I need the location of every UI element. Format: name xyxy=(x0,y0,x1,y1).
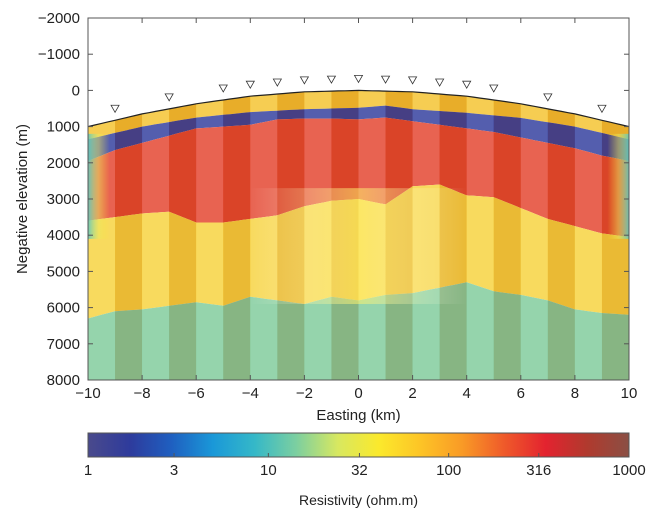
station-marker xyxy=(434,78,445,87)
y-tick-label: 6000 xyxy=(47,300,80,317)
station-marker xyxy=(407,76,418,85)
x-axis: −10 −8 −6 −4 −2 0 2 4 6 8 10 xyxy=(75,18,637,402)
colorbar-ticks: 1 3 10 32 100 316 1000 xyxy=(84,453,646,479)
station-marker xyxy=(597,104,607,114)
station-marker xyxy=(380,75,391,84)
y-axis: −2000 −1000 0 1000 2000 3000 4000 5000 6000 7000 8… xyxy=(38,10,629,389)
x-tick-label: 2 xyxy=(408,385,416,402)
y-tick-label: 5000 xyxy=(47,263,80,280)
colorbar-tick-label: 316 xyxy=(526,462,551,479)
x-tick-label: −6 xyxy=(188,385,205,402)
colorbar-label: Resistivity (ohm.m) xyxy=(299,492,418,508)
station-marker xyxy=(299,76,310,85)
station-marker xyxy=(245,80,255,89)
y-tick-label: 3000 xyxy=(47,191,80,208)
layer-basement xyxy=(88,282,629,380)
x-tick-label: −8 xyxy=(134,385,151,402)
colorbar-tick-label: 32 xyxy=(351,462,368,479)
y-tick-label: 2000 xyxy=(47,155,80,172)
layer-near-surface xyxy=(88,90,629,140)
station-marker xyxy=(353,75,364,84)
colorbar: 1 3 10 32 100 316 1000 Resistivity (ohm.m) xyxy=(84,432,646,508)
x-tick-label: −2 xyxy=(296,385,313,402)
station-marker xyxy=(489,84,499,93)
station-marker xyxy=(218,84,228,93)
colorbar-tick-label: 10 xyxy=(260,462,277,479)
center-highlight xyxy=(250,188,467,304)
station-markers xyxy=(110,75,607,114)
y-axis-label: Negative elevation (m) xyxy=(14,124,31,274)
colorbar-gradient xyxy=(87,432,630,458)
y-tick-label: −2000 xyxy=(38,10,80,27)
topography-line xyxy=(87,89,630,128)
x-tick-label: 8 xyxy=(571,385,579,402)
y-tick-label: 0 xyxy=(72,82,80,99)
right-edge-fade xyxy=(607,133,629,239)
colorbar-tick-label: 1 xyxy=(84,462,92,479)
colorbar-tick-label: 3 xyxy=(170,462,178,479)
x-tick-label: 6 xyxy=(517,385,525,402)
station-marker xyxy=(543,93,553,102)
y-tick-label: −1000 xyxy=(38,46,80,63)
station-marker xyxy=(164,93,174,102)
plot-area xyxy=(87,17,630,381)
y-tick-label: 1000 xyxy=(47,119,80,136)
station-marker xyxy=(110,104,120,114)
y-tick-label: 4000 xyxy=(47,227,80,244)
colorbar-tick-label: 100 xyxy=(436,462,461,479)
x-tick-label: −4 xyxy=(242,385,259,402)
x-tick-label: 0 xyxy=(354,385,362,402)
resistivity-layers xyxy=(88,18,629,380)
y-tick-label: 7000 xyxy=(47,336,80,353)
left-edge-fade xyxy=(88,133,110,239)
station-marker xyxy=(326,75,337,84)
colorbar-tick-label: 1000 xyxy=(612,462,645,479)
x-tick-label: 4 xyxy=(463,385,471,402)
layer-conductive-layer xyxy=(88,105,629,161)
layer-resistive-body xyxy=(88,117,629,237)
station-marker xyxy=(272,78,283,87)
station-marker xyxy=(462,80,472,89)
x-tick-label: −10 xyxy=(75,385,100,402)
x-axis-label: Easting (km) xyxy=(316,407,400,424)
y-tick-label: 8000 xyxy=(47,372,80,389)
x-tick-label: 10 xyxy=(621,385,638,402)
